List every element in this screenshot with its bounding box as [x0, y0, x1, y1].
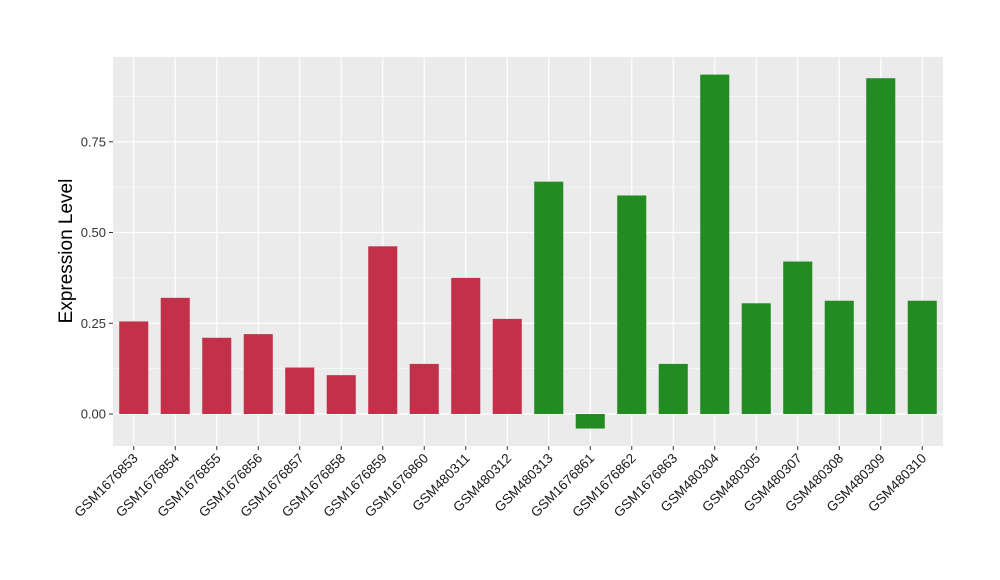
bar-GSM1676860: [409, 363, 439, 414]
bar-GSM480310: [907, 300, 937, 414]
bar-GSM1676853: [119, 321, 149, 414]
bar-GSM480313: [534, 181, 564, 414]
bar-GSM1676861: [575, 414, 605, 429]
bar-GSM480308: [824, 300, 854, 414]
bar-GSM480305: [741, 303, 771, 414]
y-tick-label: 0.50: [81, 225, 106, 240]
bar-GSM1676858: [326, 375, 356, 414]
bar-GSM480309: [866, 78, 896, 414]
bar-GSM1676855: [202, 337, 232, 414]
bar-GSM1676854: [160, 297, 190, 414]
bar-GSM480307: [783, 261, 813, 414]
y-tick-label: 0.75: [81, 134, 106, 149]
y-tick-label: 0.25: [81, 316, 106, 331]
bar-GSM480311: [451, 277, 481, 414]
y-axis-title: Expression Level: [56, 179, 77, 324]
bar-GSM1676863: [658, 363, 688, 414]
bar-GSM1676856: [243, 334, 273, 414]
bar-GSM1676862: [617, 195, 647, 414]
x-axis: GSM1676853GSM1676854GSM1676855GSM1676856…: [71, 446, 929, 520]
y-tick-label: 0.00: [81, 407, 106, 422]
bar-GSM1676857: [285, 367, 315, 414]
bar-GSM480304: [700, 74, 730, 414]
bar-GSM480312: [492, 318, 522, 414]
y-axis: 0.00 0.25 0.50 0.75: [81, 134, 113, 422]
bars: [119, 74, 937, 429]
bar-GSM1676859: [368, 246, 398, 414]
plot-panel: [113, 57, 943, 446]
